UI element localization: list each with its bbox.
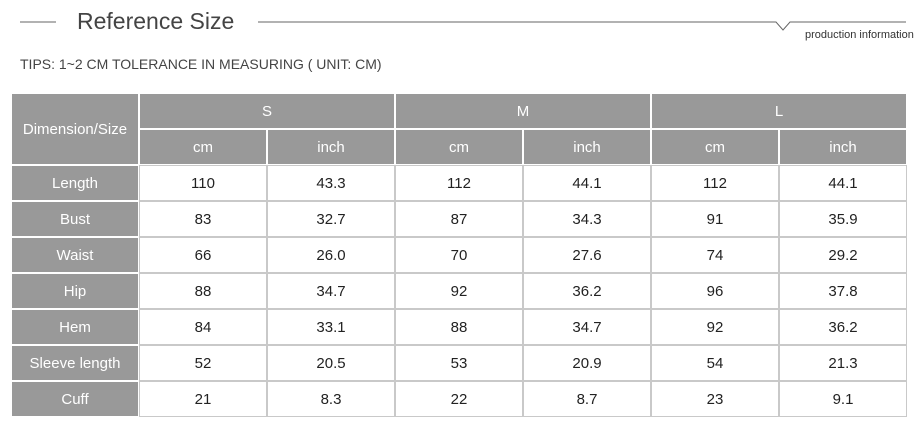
measure-cell: 53 <box>395 345 523 381</box>
measure-cell: 44.1 <box>523 165 651 201</box>
measure-cell: 21.3 <box>779 345 907 381</box>
measure-cell: 22 <box>395 381 523 417</box>
measure-cell: 52 <box>139 345 267 381</box>
measure-cell: 88 <box>395 309 523 345</box>
measure-cell: 112 <box>651 165 779 201</box>
measure-cell: 20.9 <box>523 345 651 381</box>
row-label: Length <box>11 165 139 201</box>
row-label: Bust <box>11 201 139 237</box>
unit-header: inch <box>267 129 395 165</box>
measure-cell: 87 <box>395 201 523 237</box>
measure-cell: 34.7 <box>267 273 395 309</box>
measure-cell: 34.7 <box>523 309 651 345</box>
measure-cell: 92 <box>395 273 523 309</box>
row-label: Waist <box>11 237 139 273</box>
measure-cell: 35.9 <box>779 201 907 237</box>
measure-cell: 83 <box>139 201 267 237</box>
measure-cell: 23 <box>651 381 779 417</box>
unit-header: inch <box>523 129 651 165</box>
measure-cell: 20.5 <box>267 345 395 381</box>
measure-cell: 88 <box>139 273 267 309</box>
measure-cell: 91 <box>651 201 779 237</box>
size-header: S <box>139 93 395 129</box>
measure-cell: 74 <box>651 237 779 273</box>
row-label: Sleeve length <box>11 345 139 381</box>
measure-cell: 9.1 <box>779 381 907 417</box>
measure-cell: 32.7 <box>267 201 395 237</box>
measure-cell: 92 <box>651 309 779 345</box>
measure-cell: 27.6 <box>523 237 651 273</box>
measure-cell: 43.3 <box>267 165 395 201</box>
measure-cell: 84 <box>139 309 267 345</box>
measure-cell: 37.8 <box>779 273 907 309</box>
measure-cell: 54 <box>651 345 779 381</box>
measure-cell: 36.2 <box>779 309 907 345</box>
unit-header: inch <box>779 129 907 165</box>
measure-cell: 70 <box>395 237 523 273</box>
measure-cell: 66 <box>139 237 267 273</box>
header-lines <box>20 21 906 31</box>
subtitle: production information <box>805 29 914 41</box>
title: Reference Size <box>77 8 235 34</box>
corner-header: Dimension/Size <box>11 93 139 165</box>
measure-cell: 21 <box>139 381 267 417</box>
measure-cell: 34.3 <box>523 201 651 237</box>
row-label: Cuff <box>11 381 139 417</box>
measure-cell: 36.2 <box>523 273 651 309</box>
measure-cell: 8.3 <box>267 381 395 417</box>
row-label: Hem <box>11 309 139 345</box>
unit-header: cm <box>139 129 267 165</box>
measure-cell: 44.1 <box>779 165 907 201</box>
measure-cell: 29.2 <box>779 237 907 273</box>
unit-header: cm <box>395 129 523 165</box>
measure-cell: 96 <box>651 273 779 309</box>
row-label: Hip <box>11 273 139 309</box>
measure-cell: 112 <box>395 165 523 201</box>
size-header: M <box>395 93 651 129</box>
size-header: L <box>651 93 907 129</box>
measure-cell: 110 <box>139 165 267 201</box>
measure-cell: 26.0 <box>267 237 395 273</box>
tips: TIPS: 1~2 CM TOLERANCE IN MEASURING ( UN… <box>20 56 382 72</box>
unit-header: cm <box>651 129 779 165</box>
measure-cell: 8.7 <box>523 381 651 417</box>
measure-cell: 33.1 <box>267 309 395 345</box>
